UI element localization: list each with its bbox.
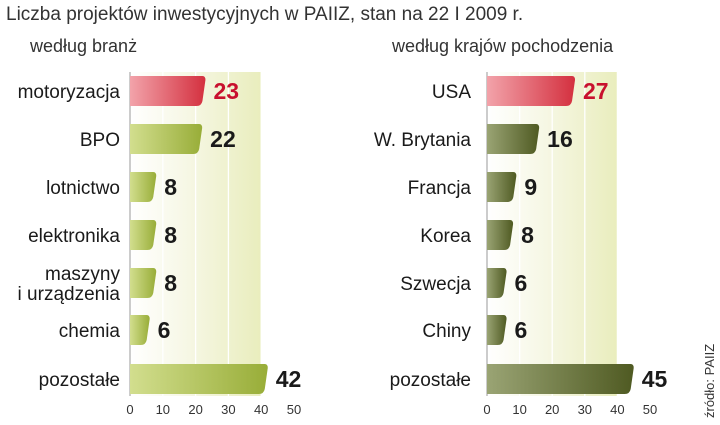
right-category-label: Chiny	[422, 321, 471, 342]
left-category-label: maszyny i urządzenia	[18, 264, 121, 305]
right-value-label: 45	[642, 366, 668, 392]
right-bar	[487, 220, 514, 250]
left-value-label: 8	[164, 270, 177, 296]
left-x-tick-label: 50	[287, 402, 301, 417]
right-bar	[487, 172, 517, 202]
right-chart-subtitle: według krajów pochodzenia	[391, 36, 614, 56]
right-value-label: 16	[547, 126, 573, 152]
right-bar	[487, 76, 576, 106]
right-category-label: W. Brytania	[374, 130, 472, 151]
right-x-tick-label: 0	[483, 402, 490, 417]
left-value-label: 6	[158, 317, 171, 343]
left-bar	[130, 364, 268, 394]
left-x-tick-label: 10	[156, 402, 170, 417]
right-x-tick-label: 40	[610, 402, 624, 417]
right-category-label: Francja	[408, 178, 472, 199]
right-value-label: 9	[524, 174, 537, 200]
left-bar	[130, 220, 157, 250]
left-category-label: lotnictwo	[46, 178, 120, 199]
right-x-tick-label: 20	[545, 402, 559, 417]
right-value-label: 6	[515, 317, 528, 343]
left-category-label: chemia	[59, 321, 121, 342]
left-x-tick-label: 40	[254, 402, 268, 417]
right-category-label: USA	[432, 82, 471, 103]
right-value-label: 8	[521, 222, 534, 248]
right-x-tick-label: 50	[643, 402, 657, 417]
left-x-tick-label: 20	[188, 402, 202, 417]
left-category-label: elektronika	[28, 226, 120, 247]
right-category-label: Szwecja	[400, 274, 471, 295]
right-bar	[487, 124, 540, 154]
left-x-tick-label: 30	[221, 402, 235, 417]
left-bar	[130, 172, 157, 202]
right-bar	[487, 315, 507, 345]
right-category-label: pozostałe	[390, 370, 471, 391]
right-category-label: Korea	[420, 226, 471, 247]
left-value-label: 22	[210, 126, 236, 152]
right-value-label: 6	[515, 270, 528, 296]
left-category-label: motoryzacja	[18, 82, 121, 103]
right-bar	[487, 268, 507, 298]
left-value-label: 8	[164, 222, 177, 248]
right-value-label: 27	[583, 78, 609, 104]
left-chart-subtitle: według branż	[29, 36, 137, 56]
left-x-tick-label: 0	[126, 402, 133, 417]
left-value-label: 42	[276, 366, 302, 392]
chart-title: Liczba projektów inwestycyjnych w PAIIZ,…	[6, 4, 523, 25]
left-bar	[130, 315, 150, 345]
left-bar	[130, 76, 206, 106]
source-note: źródło: PAIIZ	[702, 344, 717, 418]
left-bar	[130, 268, 157, 298]
left-category-label: BPO	[80, 130, 120, 151]
left-category-label: pozostałe	[39, 370, 120, 391]
right-bar	[487, 364, 634, 394]
left-value-label: 23	[213, 78, 239, 104]
right-chart-panel: 0 10 20 30 40 50 27 USA 16 W. Brytania 9 Francja 8 Ko…	[374, 72, 668, 417]
right-x-tick-label: 10	[512, 402, 526, 417]
left-chart-panel: 0 10 20 30 40 50 23 motoryzacja 22 BPO 8 lotnictwo 8…	[18, 72, 302, 417]
left-value-label: 8	[164, 174, 177, 200]
left-bar	[130, 124, 203, 154]
right-x-tick-label: 30	[578, 402, 592, 417]
